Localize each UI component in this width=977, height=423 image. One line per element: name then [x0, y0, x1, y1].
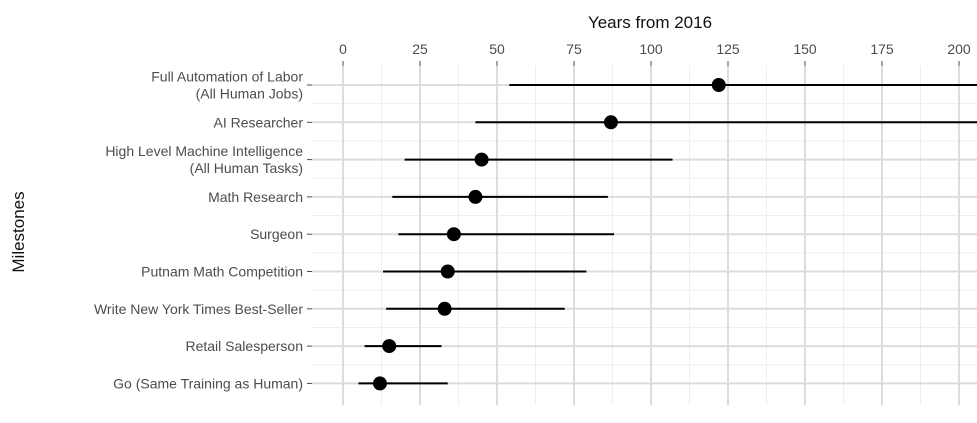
data-point: [440, 264, 455, 279]
data-point: [437, 301, 452, 316]
y-category-label: High Level Machine Intelligence: [105, 143, 303, 159]
x-tick-label: 100: [639, 41, 663, 57]
y-category-label: Retail Salesperson: [185, 338, 303, 354]
y-category-label: Go (Same Training as Human): [113, 375, 303, 391]
x-tick-label: 25: [412, 41, 428, 57]
data-point: [711, 78, 726, 92]
plot-panel-background: [312, 66, 977, 405]
y-axis-title: Milestones: [9, 191, 28, 272]
axes: 0 25 50 75 100 125 150 175 200 Full Automation of…: [94, 41, 971, 391]
data-point: [603, 115, 618, 130]
x-tick-label: 200: [947, 41, 971, 57]
x-tick-label: 125: [716, 41, 740, 57]
y-category-label: Math Research: [208, 189, 303, 205]
x-tick-label: 50: [489, 41, 505, 57]
data-point: [382, 339, 397, 354]
x-tick-label: 0: [339, 41, 347, 57]
x-tick-label: 75: [566, 41, 582, 57]
y-category-label: Full Automation of Labor: [151, 69, 303, 85]
x-tick-label: 150: [793, 41, 817, 57]
data-point: [446, 227, 461, 242]
y-category-label: Write New York Times Best-Seller: [94, 301, 303, 317]
x-axis-title: Years from 2016: [588, 13, 712, 32]
y-category-label: AI Researcher: [214, 114, 304, 130]
data-point: [468, 189, 483, 204]
y-category-label: (All Human Jobs): [196, 86, 303, 102]
plot-panel: [312, 66, 977, 405]
data-marks: [358, 78, 977, 391]
x-tick-label: 175: [870, 41, 894, 57]
y-category-label: (All Human Tasks): [190, 160, 303, 176]
y-category-label: Surgeon: [250, 226, 303, 242]
data-point: [372, 376, 387, 391]
data-point: [474, 152, 489, 167]
y-category-label: Putnam Math Competition: [141, 264, 303, 280]
